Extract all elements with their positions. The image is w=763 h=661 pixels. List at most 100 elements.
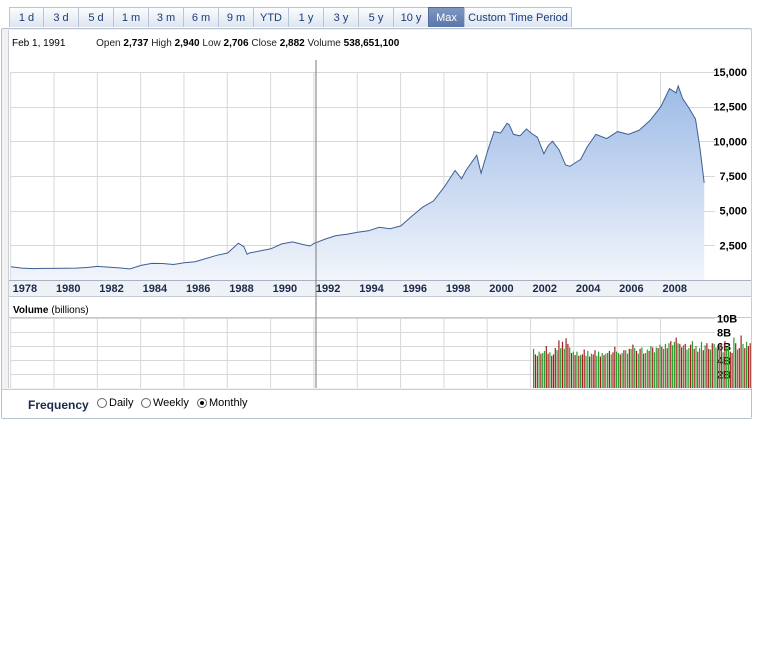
x-tick-label: 1984: [143, 283, 168, 295]
volume-bar: [644, 353, 647, 388]
volume-bar: [744, 348, 746, 388]
volume-bar: [684, 343, 686, 388]
volume-bar: [608, 350, 610, 388]
radio-label: Daily: [109, 397, 134, 409]
chart-area: Feb 1, 1991 Open 2,737 High 2,940 Low 2,…: [8, 30, 763, 388]
x-tick-label: 1986: [186, 283, 210, 295]
volume-bar: [704, 345, 706, 388]
volume-title-text: Volume: [13, 305, 49, 316]
volume-bar: [625, 350, 627, 388]
close-value: 2,882: [279, 38, 305, 49]
volume-bar: [742, 343, 744, 388]
volume-unit-text: (billions): [51, 305, 88, 316]
quote-summary: Feb 1, 1991 Open 2,737 High 2,940 Low 2,…: [12, 38, 399, 49]
price-volume-chart: 2,500 5,000 7,500 10,000 12,500 15,000 1978 198…: [9, 60, 763, 388]
radio-button[interactable]: [141, 398, 151, 408]
volume-bar: [634, 348, 636, 388]
price-area: [11, 85, 705, 281]
radio-button[interactable]: [97, 398, 107, 408]
volume-bar: [679, 343, 681, 388]
frequency-bar: Frequency Daily Weekly Monthly: [2, 389, 751, 418]
chart-panel: Feb 1, 1991 Open 2,737 High 2,940 Low 2,…: [1, 28, 763, 419]
x-tick-label: 1996: [403, 283, 427, 295]
volume-bar: [695, 346, 697, 388]
volume-bar: [699, 348, 701, 388]
frequency-option-monthly[interactable]: Monthly: [197, 397, 248, 409]
tab-9-m[interactable]: 9 m: [218, 7, 254, 27]
volume-bar: [617, 353, 620, 388]
volume-bar: [578, 355, 580, 388]
volume-bar: [724, 341, 726, 388]
volume-bar: [722, 352, 724, 388]
volume-bar: [598, 351, 600, 388]
volume-bar: [540, 353, 542, 388]
volume-y-tick-label: 4B: [717, 356, 731, 368]
volume-bar: [727, 345, 730, 388]
tab-3-m[interactable]: 3 m: [148, 7, 184, 27]
tab-ytd[interactable]: YTD: [253, 7, 289, 27]
x-tick-label: 1988: [229, 283, 253, 295]
radio-button[interactable]: [197, 398, 207, 408]
volume-y-tick-label: 10B: [717, 314, 737, 326]
volume-bar: [733, 337, 735, 388]
volume-bar: [601, 353, 603, 388]
frequency-label: Frequency: [28, 398, 89, 412]
tab-custom-time-period[interactable]: Custom Time Period: [464, 7, 572, 27]
volume-bar: [718, 345, 721, 388]
volume-bar: [585, 355, 587, 388]
radio-label: Weekly: [153, 397, 189, 409]
volume-bar: [621, 353, 623, 388]
volume-bar: [545, 346, 547, 388]
volume-bar: [605, 353, 607, 388]
tab-1-d[interactable]: 1 d: [9, 7, 44, 27]
tab-3-y[interactable]: 3 y: [323, 7, 359, 27]
tab-1-m[interactable]: 1 m: [113, 7, 149, 27]
volume-bar: [565, 338, 567, 388]
volume-bar: [552, 354, 555, 388]
volume-bar: [675, 337, 677, 388]
high-label: High: [151, 38, 172, 49]
high-value: 2,940: [174, 38, 200, 49]
tab-3-d[interactable]: 3 d: [43, 7, 79, 27]
tab-max[interactable]: Max: [428, 7, 465, 27]
volume-bar: [551, 355, 553, 388]
volume-bar: [720, 343, 722, 388]
close-label: Close: [251, 38, 277, 49]
volume-bar: [590, 353, 592, 388]
tab-1-y[interactable]: 1 y: [288, 7, 324, 27]
x-tick-label: 2002: [533, 283, 557, 295]
volume-bar: [594, 350, 596, 388]
volume-bar: [686, 349, 688, 388]
volume-bar: [567, 343, 569, 388]
volume-bar: [574, 355, 576, 388]
volume-bar: [735, 343, 737, 388]
frequency-option-weekly[interactable]: Weekly: [141, 397, 189, 409]
volume-bar: [547, 353, 549, 388]
volume-label: Volume: [307, 38, 341, 49]
volume-bar: [690, 344, 692, 388]
volume-y-tick-label: 8B: [717, 328, 731, 340]
x-axis-band: [9, 280, 751, 296]
tab-6-m[interactable]: 6 m: [183, 7, 219, 27]
volume-bar: [666, 348, 668, 388]
price-y-tick-label: 2,500: [719, 240, 747, 252]
volume-bar: [731, 353, 733, 388]
volume-bar: [612, 352, 614, 388]
volume-bar: [549, 352, 551, 388]
volume-bar: [747, 346, 749, 388]
tab-5-d[interactable]: 5 d: [78, 7, 114, 27]
quote-date: Feb 1, 1991: [12, 38, 66, 49]
frequency-option-daily[interactable]: Daily: [97, 397, 133, 409]
volume-bar: [607, 353, 609, 388]
volume-title: Volume (billions): [13, 305, 89, 316]
volume-bar: [702, 350, 704, 388]
volume-bar: [659, 344, 661, 388]
tab-5-y[interactable]: 5 y: [358, 7, 394, 27]
volume-bar: [635, 350, 638, 388]
volume-bar: [628, 348, 630, 388]
volume-bar: [643, 353, 645, 388]
x-tick-label: 1980: [56, 283, 80, 295]
tab-10-y[interactable]: 10 y: [393, 7, 429, 27]
volume-bar: [561, 341, 564, 388]
